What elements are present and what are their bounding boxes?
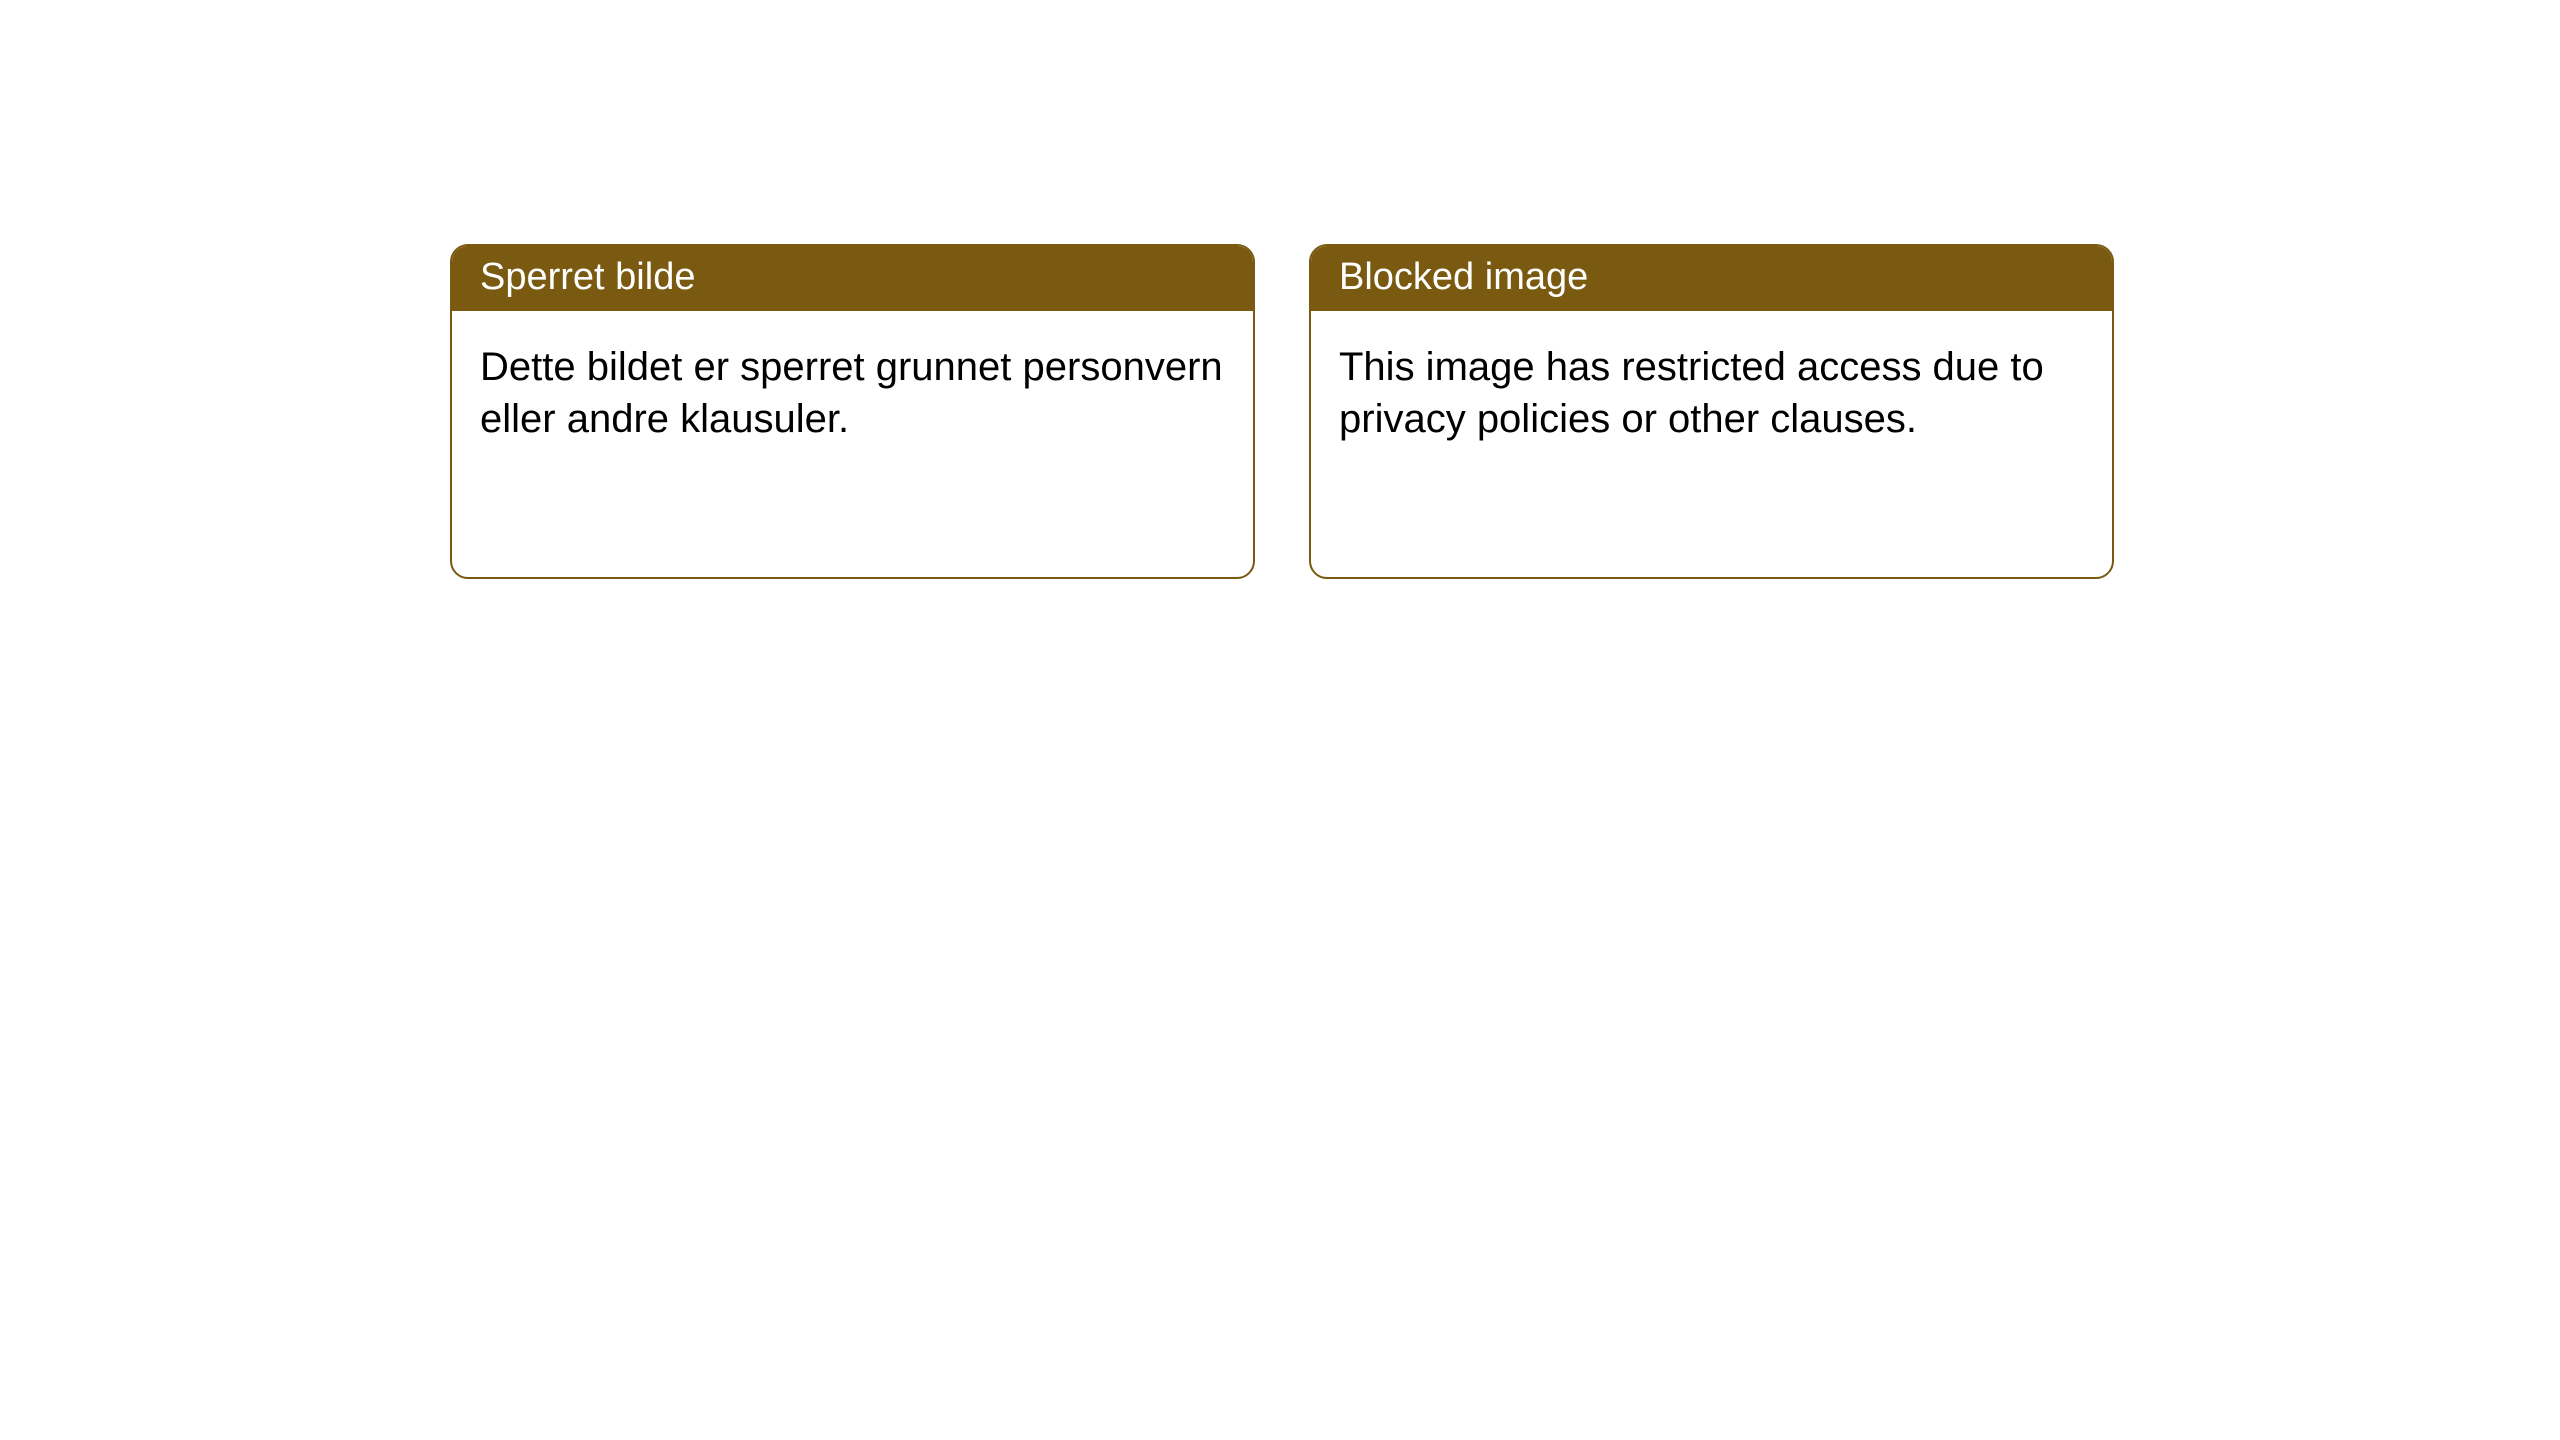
notice-title-norwegian: Sperret bilde — [480, 256, 695, 298]
notice-text-english: This image has restricted access due to … — [1339, 345, 2044, 441]
notice-text-norwegian: Dette bildet er sperret grunnet personve… — [480, 345, 1223, 441]
notice-card-english: Blocked image This image has restricted … — [1309, 244, 2114, 579]
notice-cards-container: Sperret bilde Dette bildet er sperret gr… — [450, 244, 2114, 579]
notice-title-english: Blocked image — [1339, 256, 1588, 298]
notice-body-norwegian: Dette bildet er sperret grunnet personve… — [452, 311, 1253, 475]
notice-header-english: Blocked image — [1311, 246, 2112, 311]
notice-header-norwegian: Sperret bilde — [452, 246, 1253, 311]
notice-card-norwegian: Sperret bilde Dette bildet er sperret gr… — [450, 244, 1255, 579]
notice-body-english: This image has restricted access due to … — [1311, 311, 2112, 475]
